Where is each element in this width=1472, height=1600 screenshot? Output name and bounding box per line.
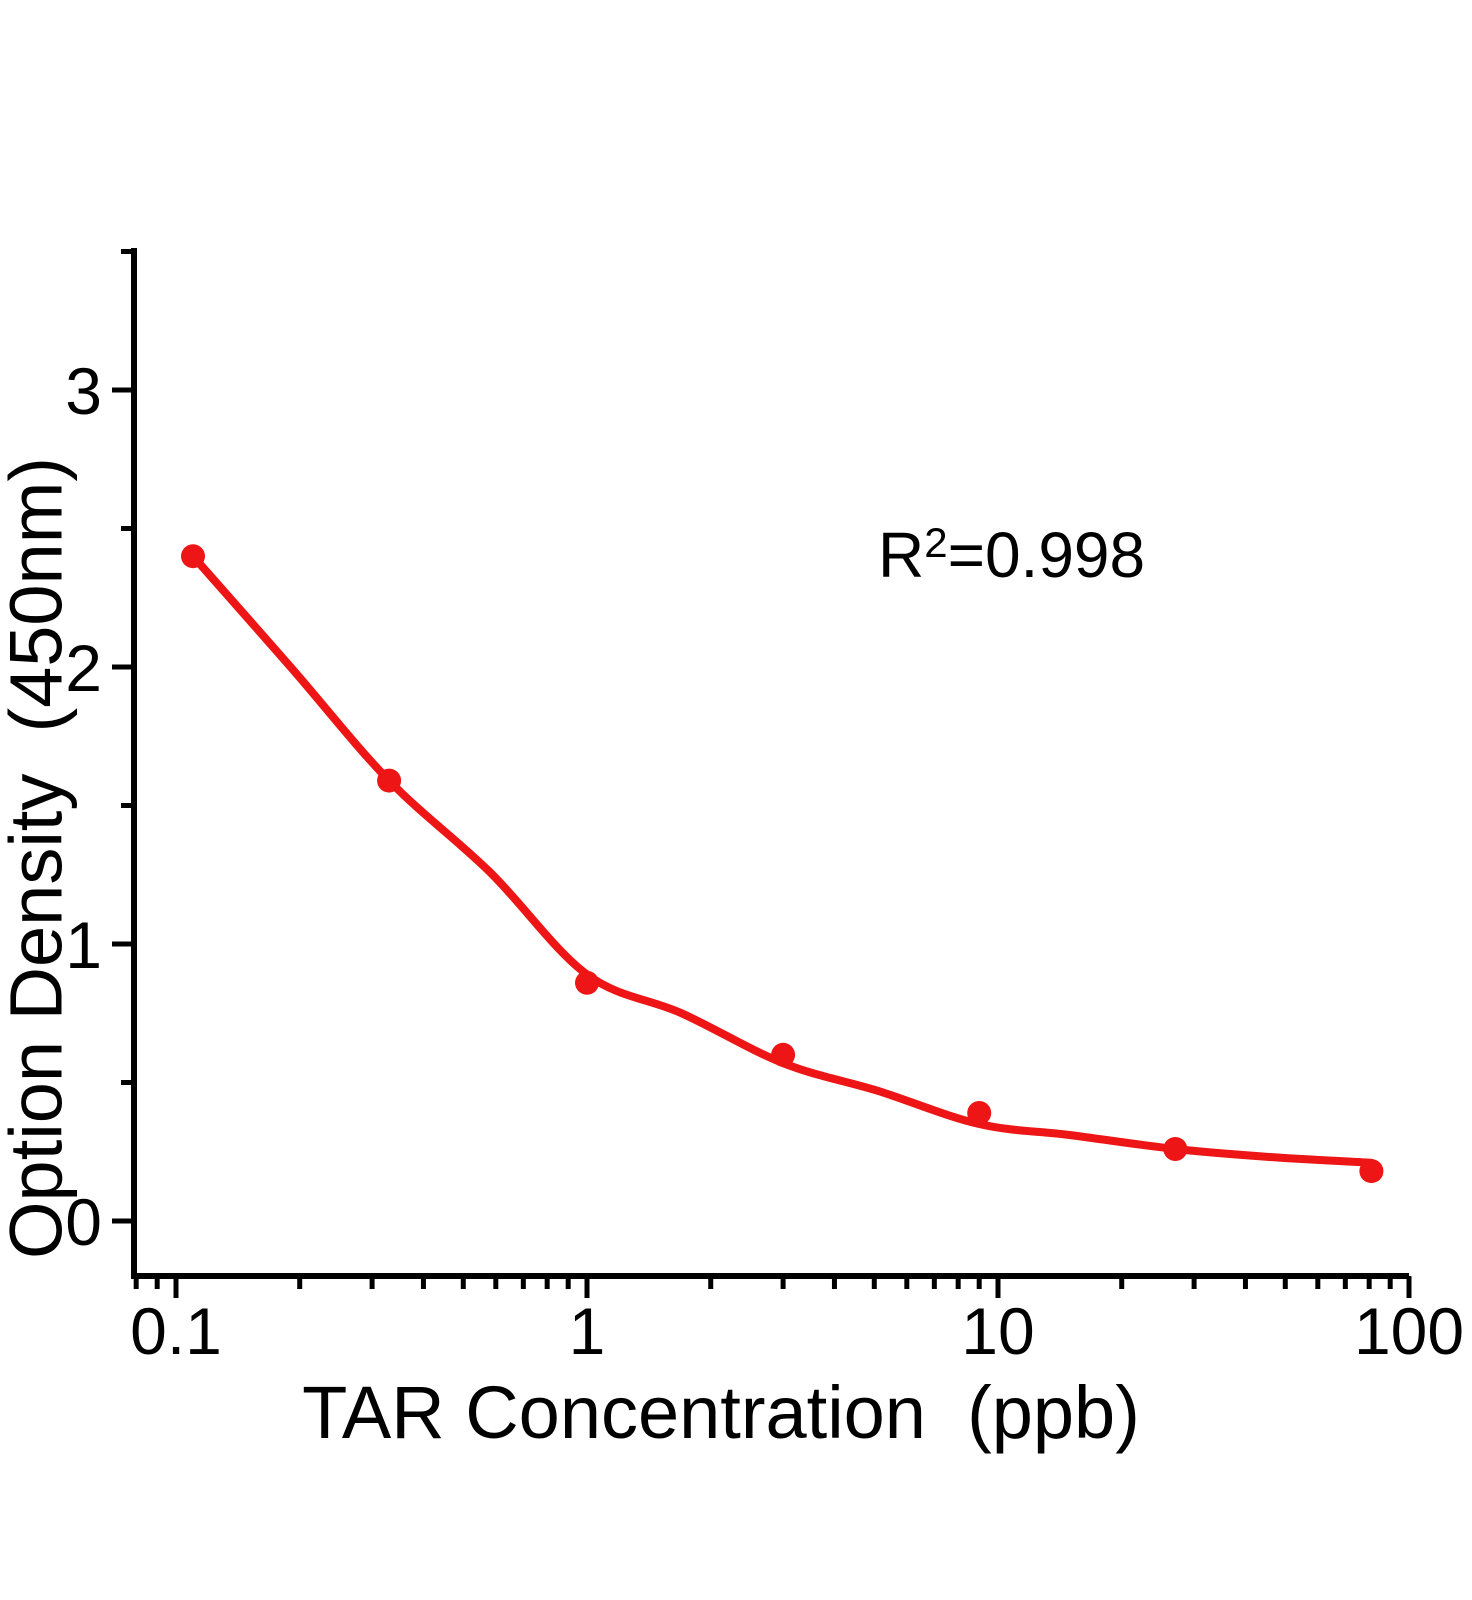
x-axis-title: TAR Concentration (ppb) — [302, 1371, 1140, 1454]
fit-curve — [189, 552, 1376, 1167]
r-squared-exponent: 2 — [924, 519, 948, 566]
data-point — [575, 970, 599, 995]
x-tick-label: 10 — [961, 1294, 1034, 1368]
data-point — [181, 544, 205, 569]
data-point — [377, 768, 402, 793]
y-axis-title: Option Density (450nm) — [0, 456, 78, 1260]
x-tick-label: 0.1 — [130, 1294, 222, 1368]
r-squared-value: =0.998 — [947, 519, 1146, 591]
y-tick-label: 0 — [65, 1185, 102, 1259]
axis-lines — [131, 248, 1409, 1279]
r-squared-annotation: R2=0.998 — [878, 519, 1145, 588]
x-tick-label: 100 — [1354, 1294, 1464, 1368]
data-point — [1163, 1137, 1188, 1161]
data-point — [1359, 1159, 1384, 1184]
data-point — [967, 1101, 992, 1125]
y-tick-label: 3 — [65, 354, 102, 428]
data-point — [771, 1042, 796, 1067]
y-tick-label: 2 — [65, 631, 102, 705]
x-tick-label: 1 — [569, 1294, 606, 1368]
r-squared-base: R — [878, 519, 925, 591]
y-tick-label: 1 — [65, 908, 102, 982]
